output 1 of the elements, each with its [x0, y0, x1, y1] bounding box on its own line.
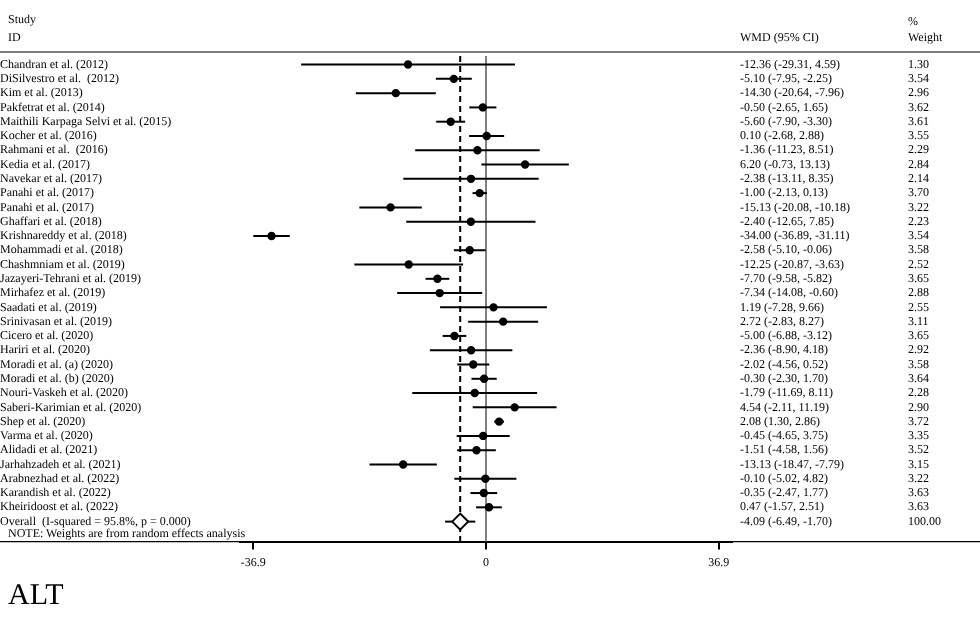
text: ALT	[8, 580, 64, 612]
